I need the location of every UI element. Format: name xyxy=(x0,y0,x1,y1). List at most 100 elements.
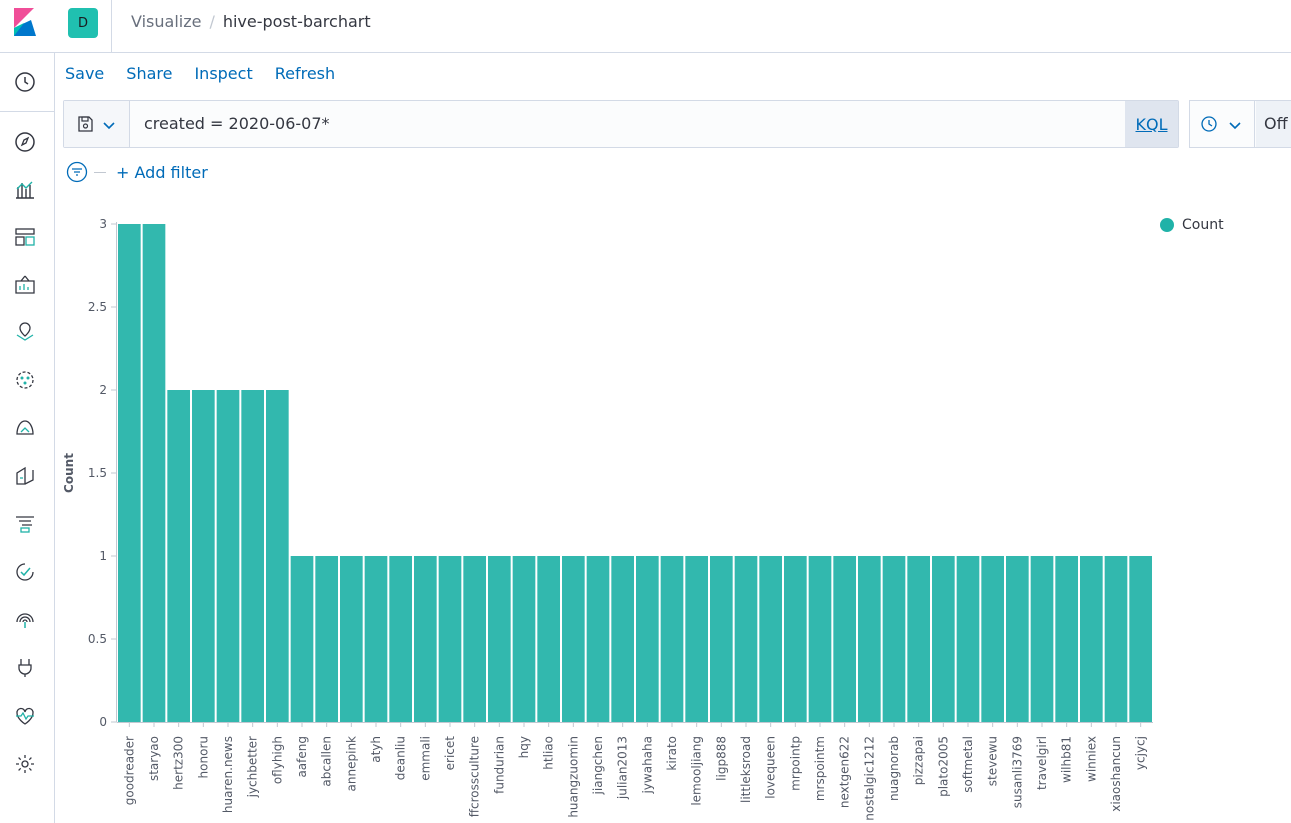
monitoring-icon[interactable] xyxy=(13,704,37,728)
legend-label[interactable]: Count xyxy=(1182,217,1224,233)
x-tick-label: lovequeen xyxy=(764,736,778,799)
x-tick-label: emmali xyxy=(418,736,432,781)
saved-query-button[interactable] xyxy=(64,101,130,147)
uptime-icon[interactable] xyxy=(13,560,37,584)
quick-menu-button[interactable] xyxy=(1190,101,1255,147)
bar-ericet[interactable] xyxy=(438,556,462,722)
bar-mrspointm[interactable] xyxy=(808,556,832,722)
x-tick-label: mrspointm xyxy=(813,736,827,801)
bar-huangzuomin[interactable] xyxy=(562,556,585,722)
x-tick-label: aafeng xyxy=(295,736,309,778)
x-tick-label: jychbetter xyxy=(246,736,260,798)
bar-wilhb81[interactable] xyxy=(1055,556,1078,722)
bar-winniex[interactable] xyxy=(1080,556,1103,722)
x-tick-label: pizzapai xyxy=(912,736,926,785)
y-tick-label: 1.5 xyxy=(88,466,107,480)
x-tick-label: jiangchen xyxy=(591,736,605,795)
breadcrumb-current: hive-post-barchart xyxy=(222,12,371,31)
bar-atyh[interactable] xyxy=(364,556,388,722)
x-tick-label: nextgen622 xyxy=(838,736,852,808)
bar-huaren.news[interactable] xyxy=(216,390,240,722)
x-tick-label: travelgirl xyxy=(1035,736,1049,790)
dev-tools-icon[interactable] xyxy=(13,656,37,680)
x-tick-label: susanli3769 xyxy=(1010,736,1024,808)
bar-ffcrossculture[interactable] xyxy=(463,556,486,722)
bar-staryao[interactable] xyxy=(142,224,166,722)
bar-oflyhigh[interactable] xyxy=(266,390,289,722)
x-tick-label: annepink xyxy=(344,736,358,792)
breadcrumb-visualize[interactable]: Visualize xyxy=(131,12,202,31)
bar-hqy[interactable] xyxy=(512,556,536,722)
bar-lemooljiang[interactable] xyxy=(685,556,708,722)
x-tick-label: lemooljiang xyxy=(690,736,704,806)
bar-mrpointp[interactable] xyxy=(784,556,807,722)
bar-emmali[interactable] xyxy=(414,556,437,722)
y-tick-label: 2 xyxy=(99,383,107,397)
bar-kirato[interactable] xyxy=(660,556,684,722)
bar-honoru[interactable] xyxy=(192,390,215,722)
maps-icon[interactable] xyxy=(13,320,37,344)
x-tick-label: hqy xyxy=(517,736,531,758)
visualize-icon[interactable] xyxy=(13,177,37,201)
bar-pizzapai[interactable] xyxy=(907,556,930,722)
bar-abcallen[interactable] xyxy=(315,556,338,722)
x-tick-label: atyh xyxy=(369,736,383,763)
bar-ycjycj[interactable] xyxy=(1129,556,1152,722)
kibana-logo-icon[interactable] xyxy=(0,0,55,48)
management-icon[interactable] xyxy=(13,752,37,776)
side-nav xyxy=(0,53,55,823)
canvas-icon[interactable] xyxy=(13,273,37,297)
bar-susanli3769[interactable] xyxy=(1006,556,1029,722)
infrastructure-icon[interactable] xyxy=(13,416,37,440)
bar-deanliu[interactable] xyxy=(389,556,412,722)
bar-jywahaha[interactable] xyxy=(636,556,659,722)
save-button[interactable]: Save xyxy=(65,64,105,83)
kql-toggle-button[interactable]: KQL xyxy=(1125,101,1178,147)
bar-ligp888[interactable] xyxy=(710,556,733,722)
top-nav-menu: Save Share Inspect Refresh xyxy=(65,64,335,83)
bar-lovequeen[interactable] xyxy=(759,556,782,722)
header-divider xyxy=(111,0,112,53)
bar-julian2013[interactable] xyxy=(611,556,634,722)
bar-stevewu[interactable] xyxy=(981,556,1004,722)
bar-jychbetter[interactable] xyxy=(241,390,264,722)
legend-color-dot[interactable] xyxy=(1160,218,1174,232)
bar-htliao[interactable] xyxy=(537,556,560,722)
discover-icon[interactable] xyxy=(13,130,37,154)
bar-hertz300[interactable] xyxy=(167,390,190,722)
bar-xiaoshancun[interactable] xyxy=(1104,556,1128,722)
bar-annepink[interactable] xyxy=(340,556,363,722)
filter-options-icon[interactable] xyxy=(66,161,88,183)
space-avatar[interactable]: D xyxy=(68,8,98,38)
machine-learning-icon[interactable] xyxy=(13,368,37,392)
apm-icon[interactable] xyxy=(13,512,37,536)
x-tick-label: mrpointp xyxy=(788,736,802,791)
query-input[interactable]: created = 2020-06-07* xyxy=(144,114,330,133)
bar-nextgen622[interactable] xyxy=(833,556,856,722)
bar-fundurian[interactable] xyxy=(488,556,511,722)
inspect-button[interactable]: Inspect xyxy=(194,64,253,83)
bar-jiangchen[interactable] xyxy=(586,556,610,722)
bar-goodreader[interactable] xyxy=(118,224,141,722)
x-tick-label: nostalgic1212 xyxy=(862,736,876,821)
share-button[interactable]: Share xyxy=(126,64,173,83)
chevron-down-icon xyxy=(1229,122,1241,130)
bar-travelgirl[interactable] xyxy=(1030,556,1054,722)
bar-littleksroad[interactable] xyxy=(734,556,758,722)
auto-refresh-state[interactable]: Off xyxy=(1256,101,1291,147)
refresh-button[interactable]: Refresh xyxy=(274,64,336,83)
dashboard-icon[interactable] xyxy=(13,225,37,249)
recent-icon[interactable] xyxy=(13,70,37,94)
siem-icon[interactable] xyxy=(13,608,37,632)
x-tick-label: nuagnorab xyxy=(887,736,901,801)
add-filter-button[interactable]: + Add filter xyxy=(116,162,208,182)
bar-aafeng[interactable] xyxy=(290,556,314,722)
bar-nostalgic1212[interactable] xyxy=(858,556,881,722)
logs-icon[interactable] xyxy=(13,464,37,488)
bar-softmetal[interactable] xyxy=(956,556,980,722)
bar-nuagnorab[interactable] xyxy=(882,556,906,722)
breadcrumb: Visualize / hive-post-barchart xyxy=(131,12,371,31)
filter-bar: + Add filter xyxy=(66,160,208,184)
bar-plato2005[interactable] xyxy=(932,556,955,722)
